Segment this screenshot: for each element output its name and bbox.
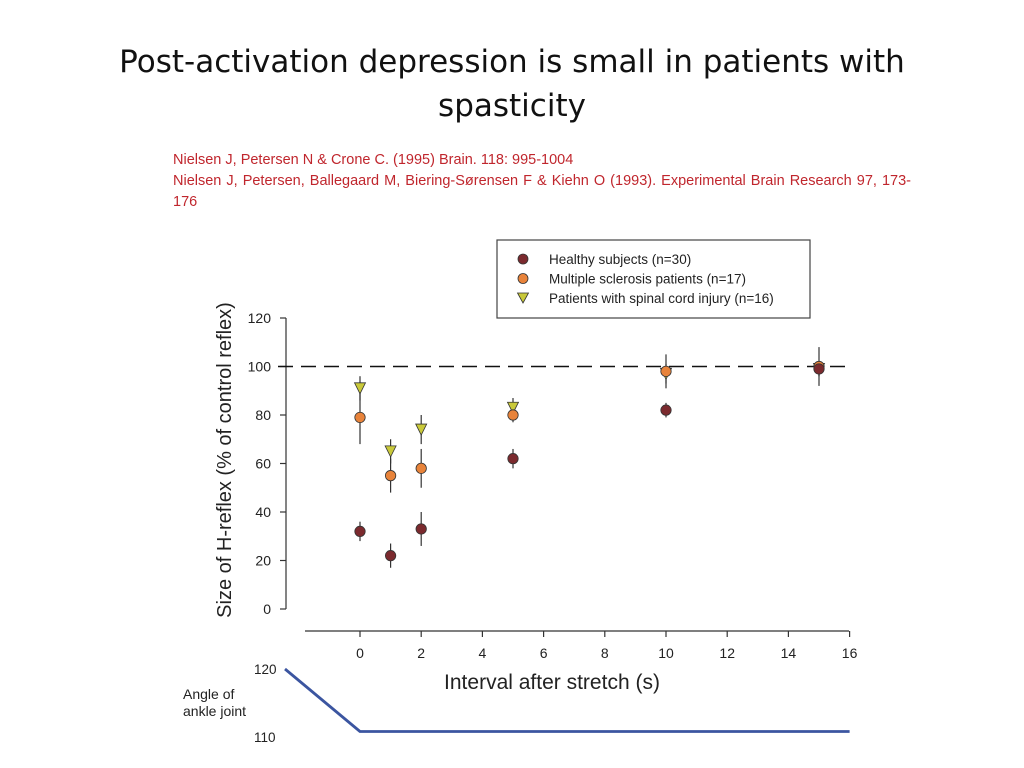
legend-marker (516, 292, 530, 304)
y-tick-label: 80 (255, 407, 271, 423)
data-point-sci (353, 382, 367, 395)
data-point-healthy (660, 404, 672, 416)
y-tick-label: 0 (263, 601, 271, 617)
reference-2: Nielsen J, Petersen, Ballegaard M, Bieri… (173, 173, 911, 210)
ankle-angle-line (284, 667, 850, 733)
data-point-ms (660, 365, 672, 377)
y-tick-label: 120 (248, 310, 272, 326)
y-axis-label: Size of H-reflex (% of control reflex) (214, 302, 236, 618)
data-point-ms (384, 470, 397, 482)
x-tick-label: 10 (658, 645, 674, 661)
y-tick-label: 20 (255, 553, 271, 569)
data-point-healthy (384, 550, 397, 562)
axes: 0 20 40 60 80 100 120 0 2 4 6 8 10 12 14 16 (248, 310, 858, 661)
slide-title: Post-activation depression is small in p… (119, 44, 905, 124)
legend-label: Patients with spinal cord injury (n=16) (549, 291, 774, 306)
x-tick-label: 0 (356, 645, 364, 661)
data-point-ms (507, 409, 519, 421)
data-point-healthy (354, 525, 366, 538)
error-bars (359, 347, 820, 568)
data-point-healthy (415, 523, 427, 535)
data-point-healthy (813, 363, 825, 375)
data-point-ms (354, 411, 366, 424)
angle-label-line-2: ankle joint (183, 703, 246, 719)
references: Nielsen J, Petersen N & Crone C. (1995) … (173, 150, 911, 213)
x-tick-label: 16 (842, 645, 858, 661)
legend-marker (517, 273, 529, 284)
reference-1: Nielsen J, Petersen N & Crone C. (1995) … (173, 152, 574, 168)
x-tick-label: 8 (601, 645, 609, 661)
ankle-angle-panel: Angle of ankle joint 120 110 (183, 662, 850, 745)
x-tick-label: 6 (540, 645, 548, 661)
legend-label: Healthy subjects (n=30) (549, 252, 691, 267)
y-tick-label: 60 (255, 456, 271, 472)
legend-box (496, 239, 811, 319)
data-point-sci (415, 423, 428, 436)
y-tick-label: 40 (255, 504, 271, 520)
x-tick-label: 14 (781, 645, 797, 661)
data-point-healthy (507, 453, 519, 465)
legend-marker (517, 253, 529, 265)
y-tick-label: 100 (248, 359, 272, 375)
data-point-sci (506, 401, 520, 415)
x-axis-label: Interval after stretch (s) (444, 671, 660, 694)
legend-label: Multiple sclerosis patients (n=17) (549, 272, 746, 287)
x-tick-label: 12 (719, 645, 735, 661)
x-tick-label: 4 (479, 645, 487, 661)
angle-label-line-1: Angle of (183, 686, 234, 702)
angle-tick-120: 120 (254, 662, 277, 677)
data-point-sci (384, 445, 397, 458)
data-point-ms (415, 462, 427, 474)
data-points (353, 360, 826, 562)
x-tick-label: 2 (417, 645, 425, 661)
legend: Healthy subjects (n=30) Multiple sclerosi… (496, 239, 811, 319)
angle-tick-110: 110 (254, 730, 276, 745)
